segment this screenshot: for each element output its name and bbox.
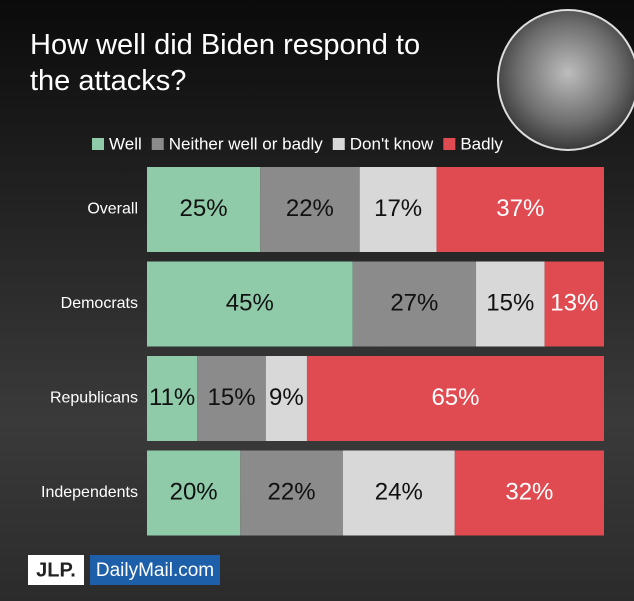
data-label: 15% <box>208 384 256 411</box>
legend-label: Badly <box>460 134 503 153</box>
legend-label: Don't know <box>350 134 434 153</box>
legend-label: Well <box>109 134 142 153</box>
bar-segment <box>240 450 343 536</box>
title-line: the attacks? <box>30 65 186 97</box>
logo-box <box>28 555 84 585</box>
bar-segment <box>306 356 604 441</box>
bar-segment <box>436 167 604 252</box>
data-label: 45% <box>226 289 274 316</box>
bar-segment <box>147 167 261 252</box>
data-label: 32% <box>505 478 553 505</box>
legend-label: Neither well or badly <box>169 134 324 153</box>
legend-swatch <box>92 138 104 150</box>
bar-segment <box>454 450 604 536</box>
data-label: 13% <box>550 289 598 316</box>
logo: JLP. <box>36 559 76 581</box>
bar-segment <box>265 356 307 441</box>
data-label: 25% <box>180 195 228 222</box>
logo: DailyMail.com <box>96 560 214 581</box>
data-label: 11% <box>149 384 195 411</box>
y-tick-label: Independents <box>41 484 138 501</box>
bar-segment <box>544 261 604 347</box>
bar-segment <box>476 261 545 347</box>
photo <box>497 9 634 151</box>
bar-segment <box>147 450 241 536</box>
data-label: 22% <box>268 478 316 505</box>
bar-segment <box>147 356 198 441</box>
chart-title: How well did Biden respond to the attacks… <box>30 29 420 97</box>
data-label: 22% <box>286 195 334 222</box>
title-line: How well did Biden respond to <box>30 29 420 61</box>
data-label: 65% <box>431 384 479 411</box>
data-label: 27% <box>390 289 438 316</box>
y-tick-label: Overall <box>87 201 138 218</box>
legend-swatch <box>151 138 164 150</box>
data-label: 24% <box>375 478 423 505</box>
bar-segment <box>197 356 266 441</box>
bar-segment <box>352 261 477 347</box>
bar-segment <box>260 167 360 252</box>
y-tick-label: Democrats <box>61 295 138 312</box>
data-label: 15% <box>486 289 534 316</box>
legend-swatch <box>332 138 345 150</box>
bar-segment <box>359 167 437 252</box>
y-tick-label: Republicans <box>50 390 138 407</box>
data-label: 37% <box>496 195 544 222</box>
bar-segment <box>147 261 353 347</box>
data-label: 17% <box>374 195 422 222</box>
logo-box <box>90 555 220 585</box>
legend-swatch <box>443 138 456 150</box>
bar-segment <box>342 450 455 536</box>
data-label: 9% <box>269 384 304 411</box>
data-label: 20% <box>170 478 218 505</box>
